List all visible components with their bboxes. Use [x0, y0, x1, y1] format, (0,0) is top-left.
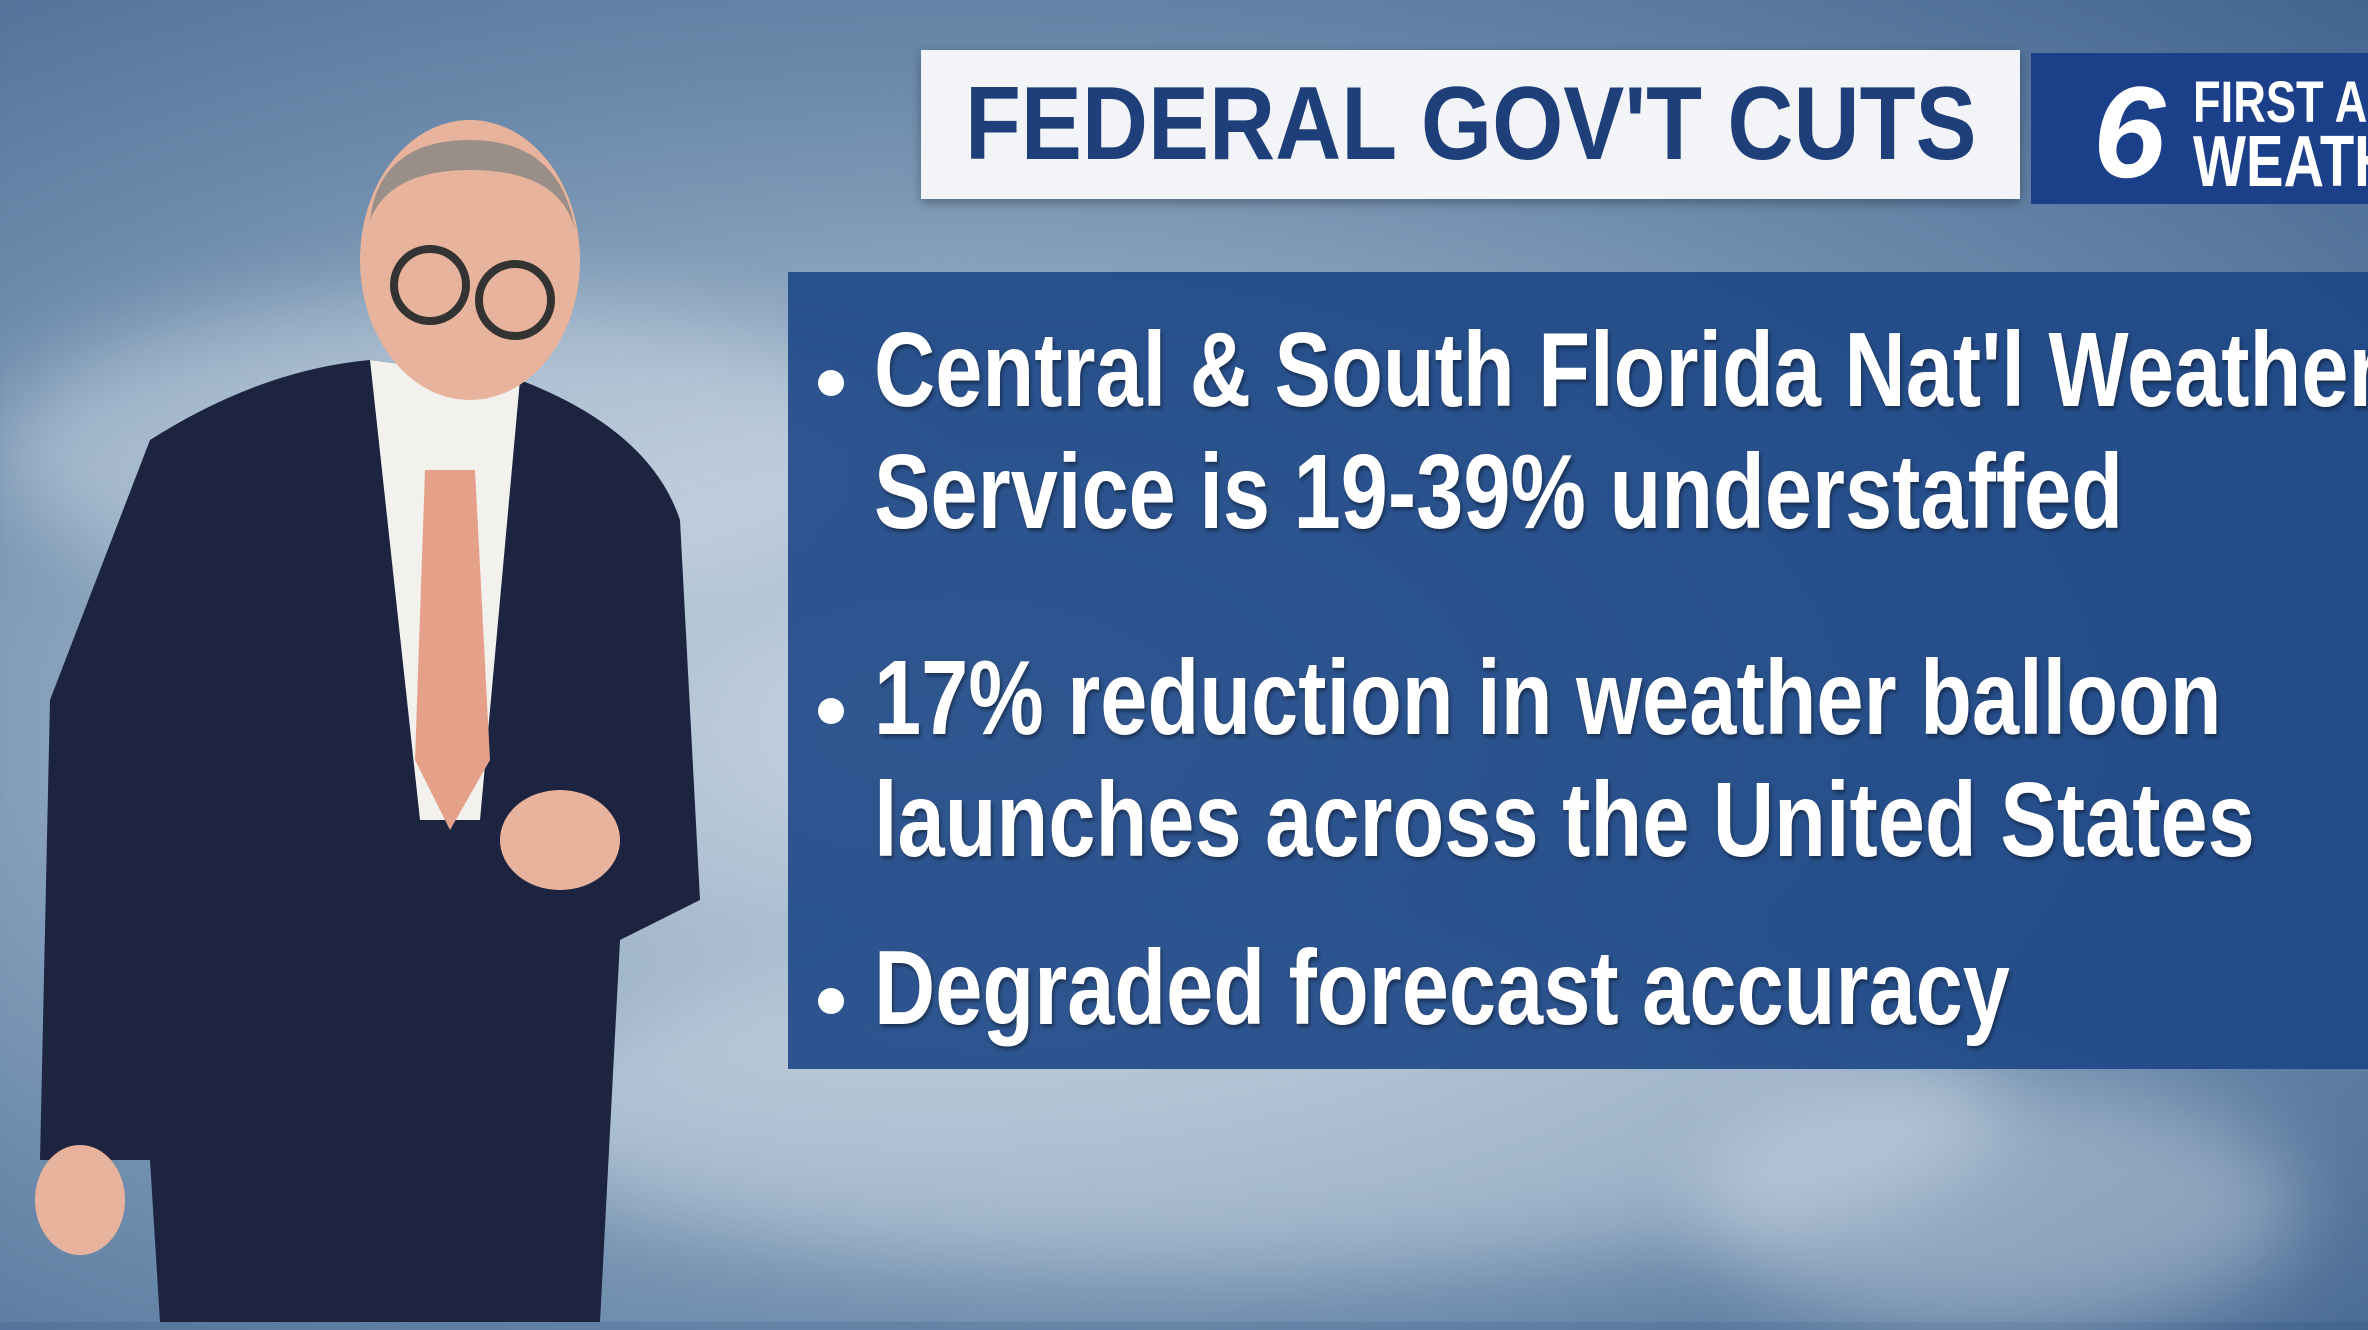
logo-number: 6 [2093, 59, 2166, 204]
hair [370, 140, 575, 230]
logo: 6 FIRST AL WEATH [2031, 53, 2368, 204]
bullet-dot [818, 370, 844, 396]
tie [415, 470, 490, 830]
bullet-dot [818, 988, 844, 1014]
logo-text: FIRST AL [2193, 70, 2368, 135]
glasses [475, 260, 555, 340]
presenter [35, 120, 700, 1322]
logo-text: WEATH [2193, 122, 2368, 202]
bullet-dot [818, 698, 844, 724]
hand [500, 790, 620, 890]
hand [35, 1145, 125, 1255]
bullet-text: 17% reduction in weather balloon [874, 639, 2222, 757]
suit [40, 360, 700, 1322]
bullet-text: Degraded forecast accuracy [874, 929, 2010, 1047]
bullet-text: Central & South Florida Nat'l Weather [874, 311, 2368, 429]
title-box: FEDERAL GOV'T CUTS [921, 50, 2020, 199]
bullet-text: Service is 19-39% understaffed [874, 433, 2124, 551]
bullet-panel: Central & South Florida Nat'l Weather Ser… [788, 272, 2368, 1069]
cloud [1700, 1080, 2300, 1330]
glasses [390, 245, 470, 325]
bullet-text: launches across the United States [874, 761, 2255, 879]
head [360, 120, 580, 400]
title: FEDERAL GOV'T CUTS [964, 66, 1977, 182]
